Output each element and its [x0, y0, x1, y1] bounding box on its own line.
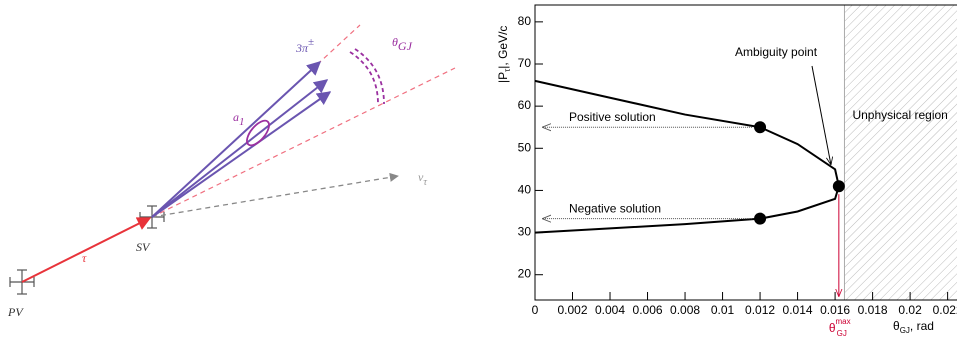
negative-label: Negative solution	[569, 202, 661, 216]
solution-point	[754, 121, 767, 134]
x-axis-label: θGJ, rad	[893, 319, 934, 335]
pion-tracks	[151, 61, 332, 218]
ambiguity-arrow	[811, 65, 831, 164]
nu-sub: τ	[423, 177, 427, 188]
nu-label: ντ	[418, 170, 427, 188]
x-tick-label: 0.002	[557, 303, 587, 317]
theta-base: θ	[392, 35, 398, 49]
diagram: PV SV τ a1 3π± ντ θGJ	[7, 24, 456, 319]
x-tick-label: 0.008	[670, 303, 700, 317]
tau-direction	[151, 67, 456, 218]
theta-sub: GJ	[398, 39, 413, 53]
x-tick-label: 0.016	[820, 303, 850, 317]
y-axis-label: |Pτ|, GeV/c	[496, 26, 512, 83]
curve	[534, 79, 840, 187]
x-tick-label: 0.014	[783, 303, 813, 317]
positive-label: Positive solution	[569, 110, 656, 124]
theta-arc	[354, 48, 385, 105]
pions-sup: ±	[308, 36, 314, 48]
y-tick-label: 30	[518, 225, 532, 239]
plot-frame	[534, 4, 957, 301]
x-tick-label: 0.006	[633, 303, 663, 317]
unphysical-label: Unphysical region	[852, 108, 947, 122]
a1-base: a	[233, 110, 239, 124]
x-label-sub: GJ	[900, 326, 910, 335]
x-label-unit: , rad	[910, 319, 934, 333]
y-label-pre: |P	[496, 72, 510, 83]
chart: 0 0.002 0.004 0.006 0.008 0.01 0.012 0.014 0.016…	[496, 4, 957, 338]
y-tick-label: 60	[518, 98, 532, 112]
a1-sub: 1	[239, 116, 245, 128]
x-tick-label: 0.004	[595, 303, 625, 317]
a1-ellipse	[246, 119, 270, 147]
theta-max-base: θ	[829, 321, 836, 335]
ambiguity-label: Ambiguity point	[735, 45, 818, 59]
theta-max-label: θmax GJ	[829, 317, 851, 338]
x-tick-label: 0	[532, 303, 539, 317]
y-tick-label: 20	[518, 267, 532, 281]
solution-point	[832, 180, 845, 193]
theta-max-sub: GJ	[837, 329, 847, 338]
pions-base: 3π	[295, 41, 309, 55]
x-tick-label: 0.012	[745, 303, 775, 317]
y-tick-label: 40	[518, 182, 532, 196]
pions-label: 3π±	[295, 36, 314, 55]
tau-track	[21, 217, 152, 283]
pv-label: PV	[7, 305, 24, 319]
x-tick-label: 0.02	[898, 303, 922, 317]
y-tick-label: 80	[518, 14, 532, 28]
solution-point	[754, 212, 767, 225]
y-label-post: |, GeV/c	[496, 26, 510, 69]
sv-label: SV	[136, 240, 151, 254]
theta-label: θGJ	[392, 35, 413, 53]
y-tick-label: 50	[518, 140, 532, 154]
y-tick-label: 70	[518, 56, 532, 70]
theta-arc	[349, 51, 379, 105]
a1-label: a1	[233, 110, 245, 128]
theta-max-sup: max	[836, 317, 851, 326]
x-tick-label: 0.01	[711, 303, 735, 317]
unphysical-region	[844, 5, 957, 300]
x-tick-label: 0.018	[858, 303, 888, 317]
neutrino-track	[151, 172, 399, 218]
x-tick-label: 0.022	[933, 303, 957, 317]
nu-base: ν	[418, 170, 424, 184]
x-label-base: θ	[893, 319, 900, 333]
y-label-sub: τ	[503, 68, 512, 72]
tau-label: τ	[82, 251, 87, 265]
